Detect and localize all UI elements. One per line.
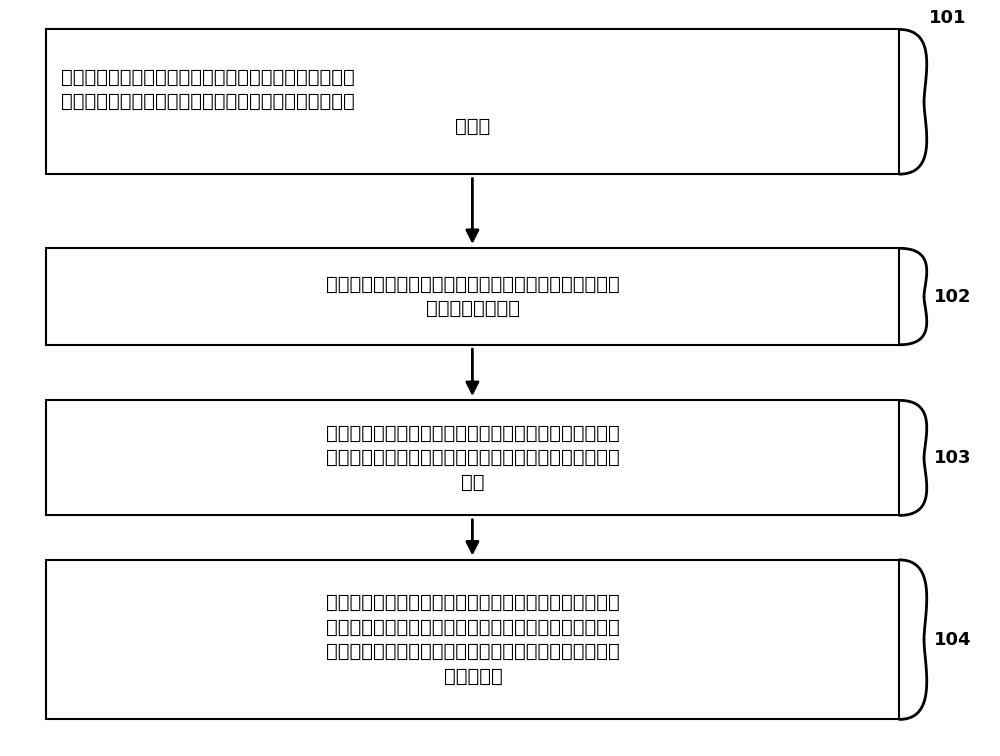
Text: 行细化: 行细化 (455, 116, 491, 136)
Text: 围内的实际电力网络及设备图，状态信息与电力网络的特: 围内的实际电力网络及设备图，状态信息与电力网络的特 (326, 618, 620, 637)
Text: 征信息进行比较，判断出故障点的具体位置，并给出解决: 征信息进行比较，判断出故障点的具体位置，并给出解决 (326, 643, 620, 662)
Text: 利用所述电力网络的特征信息通过建模得出故障点位置范: 利用所述电力网络的特征信息通过建模得出故障点位置范 (326, 593, 620, 612)
Text: 对电力网络属性特征进行分解，获取电力网络的特征信息: 对电力网络属性特征进行分解，获取电力网络的特征信息 (61, 68, 355, 87)
Text: 结构图，并根据状态信息判断故障点在电力网络中的位置: 结构图，并根据状态信息判断故障点在电力网络中的位置 (326, 448, 620, 467)
Text: ；其中，所述电力网络的特征信息的颗粒度达到不可再进: ；其中，所述电力网络的特征信息的颗粒度达到不可再进 (61, 92, 355, 111)
Text: 104: 104 (934, 631, 971, 649)
Text: 范围: 范围 (461, 472, 485, 492)
Text: 利用所述电力网络的特征信息还原出实际电力网络的拓扑: 利用所述电力网络的特征信息还原出实际电力网络的拓扑 (326, 424, 620, 443)
Text: 101: 101 (929, 9, 966, 27)
FancyBboxPatch shape (46, 401, 899, 516)
FancyBboxPatch shape (46, 560, 899, 720)
Text: 102: 102 (934, 287, 971, 305)
Text: 网络返回状态信息: 网络返回状态信息 (426, 299, 520, 318)
FancyBboxPatch shape (46, 29, 899, 174)
Text: 103: 103 (934, 449, 971, 467)
Text: 向所述电力网络发送控制命令，根据控制命令，所述电力: 向所述电力网络发送控制命令，根据控制命令，所述电力 (326, 274, 620, 294)
FancyBboxPatch shape (46, 248, 899, 345)
Text: 故障的措施: 故障的措施 (444, 667, 502, 686)
